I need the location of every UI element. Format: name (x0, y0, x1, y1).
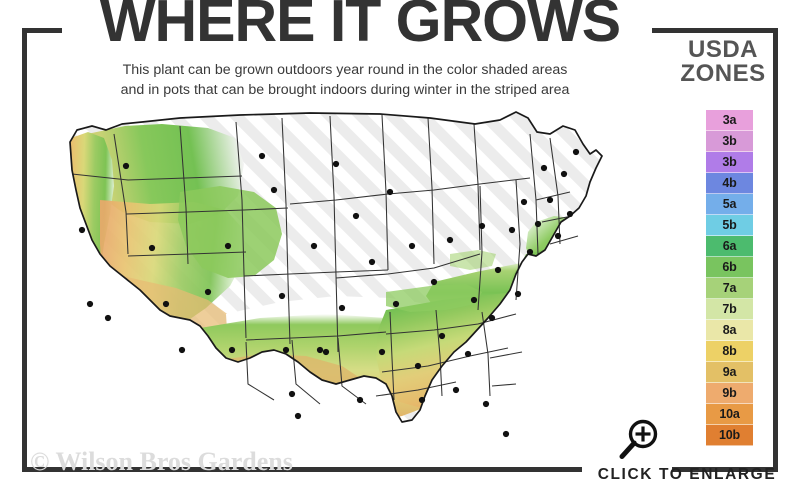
frame-left (22, 28, 27, 472)
map-svg (69, 111, 603, 438)
zone-swatch-8b[interactable]: 8b (706, 341, 753, 362)
zone-swatch-5a[interactable]: 5a (706, 194, 753, 215)
zone-swatch-3a[interactable]: 3a (706, 110, 753, 131)
magnifier-plus-icon[interactable] (617, 418, 661, 462)
zone-swatch-5b[interactable]: 5b (706, 215, 753, 236)
zone-swatch-9a[interactable]: 9a (706, 362, 753, 383)
zone-swatch-7b[interactable]: 7b (706, 299, 753, 320)
zone-swatch-3b[interactable]: 3b (706, 131, 753, 152)
zone-swatch-9b[interactable]: 9b (706, 383, 753, 404)
zone-swatch-6a[interactable]: 6a (706, 236, 753, 257)
zone-swatch-6b[interactable]: 6b (706, 257, 753, 278)
usda-zones-legend: 3a 3b 3b 4b 5a 5b 6a 6b 7a 7b 8a 8b 9a 9b 10a 10b (706, 110, 753, 446)
frame-top-left (22, 28, 62, 33)
page-subtitle: This plant can be grown outdoors year ro… (40, 60, 650, 100)
page-subtitle-line2: and in pots that can be brought indoors … (120, 82, 570, 99)
frame-right (773, 28, 778, 472)
page-subtitle-line1: This plant can be grown outdoors year ro… (122, 62, 568, 78)
state-borders (71, 114, 579, 405)
zone-swatch-7a[interactable]: 7a (706, 278, 753, 299)
frame-bottom-right (672, 467, 778, 472)
zone-swatch-3b[interactable]: 3b (706, 152, 753, 173)
click-to-enlarge-label[interactable]: CLICK TO ENLARGE (597, 466, 777, 483)
frame-top-right (652, 28, 778, 33)
zone-swatch-10b[interactable]: 10b (706, 425, 753, 446)
usda-zones-heading: USDA ZONES (660, 36, 786, 88)
usda-zones-heading-line2: ZONES (680, 60, 766, 88)
frame-bottom-left (22, 467, 582, 472)
page-title: WHERE IT GROWS (99, 0, 621, 54)
zone-swatch-4b[interactable]: 4b (706, 173, 753, 194)
zone-swatch-8a[interactable]: 8a (706, 320, 753, 341)
city-dots (78, 148, 580, 438)
national-outline (69, 111, 603, 423)
usda-zones-heading-line1: USDA (687, 36, 758, 63)
watermark: © Wilson Bros Gardens (30, 447, 293, 476)
zone-swatch-10a[interactable]: 10a (706, 404, 753, 425)
usda-zone-map[interactable] (30, 104, 670, 454)
